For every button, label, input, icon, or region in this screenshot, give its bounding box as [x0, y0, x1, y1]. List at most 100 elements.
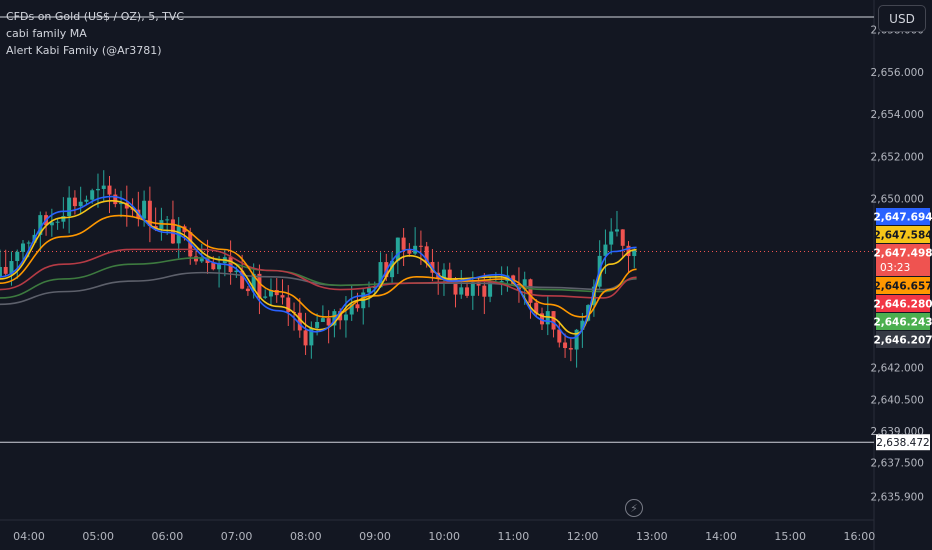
price-tag [876, 295, 930, 312]
candle-body [557, 329, 562, 343]
x-tick-label: 15:00 [774, 530, 806, 543]
candle-body [580, 320, 585, 330]
candle-body [194, 256, 199, 262]
candle-body [303, 330, 308, 346]
price-tag [876, 277, 930, 294]
symbol-title[interactable]: CFDs on Gold (US$ / OZ), 5, TVC [6, 10, 185, 23]
candle-body [274, 289, 279, 296]
candle-body [332, 311, 337, 326]
candle-body [90, 190, 95, 200]
x-tick-label: 16:00 [844, 530, 876, 543]
candle-body [609, 231, 614, 245]
candle-body [465, 287, 470, 296]
price-tag [876, 208, 930, 225]
candle-body [551, 311, 556, 330]
candle-body [320, 318, 325, 322]
candle-body [418, 245, 423, 247]
candle-body [343, 314, 348, 321]
hline-price-tag [876, 434, 930, 451]
candle-body [453, 278, 458, 295]
price-tag-label: 2,647.498 [873, 248, 932, 260]
candle-body [78, 201, 83, 207]
candle-body [620, 229, 625, 246]
candle-body [372, 287, 377, 289]
candle-body [395, 237, 400, 261]
price-tag [876, 313, 930, 330]
candle-body [228, 257, 233, 273]
candle-body [26, 242, 31, 244]
x-tick-label: 14:00 [705, 530, 737, 543]
candle-body [67, 197, 72, 217]
candle-body [499, 281, 504, 283]
candle-body [441, 269, 446, 279]
moving-average-line[interactable] [0, 257, 637, 299]
candle-body [378, 262, 383, 288]
x-tick-label: 09:00 [359, 530, 391, 543]
y-tick-label: 2,654.000 [871, 109, 924, 121]
candle-body [355, 304, 360, 309]
lightning-icon[interactable]: ⚡ [625, 499, 643, 517]
candle-body [563, 342, 568, 349]
countdown-label: 03:23 [880, 262, 910, 274]
moving-average-line[interactable] [0, 248, 637, 299]
x-tick-label: 05:00 [82, 530, 114, 543]
candle-body [424, 246, 429, 262]
candle-body [147, 200, 152, 227]
candle-body [401, 237, 406, 250]
currency-button[interactable]: USD [878, 5, 926, 32]
hline-price-label: 2,638.472 [876, 437, 929, 449]
y-tick-label: 2,640.500 [871, 394, 924, 406]
candle-body [107, 185, 112, 195]
candle-body [3, 266, 8, 274]
chart-legend: CFDs on Gold (US$ / OZ), 5, TVC cabi fam… [6, 8, 184, 59]
y-tick-label: 2,635.900 [871, 492, 924, 504]
candle-body [349, 304, 354, 315]
candle-body [9, 261, 14, 274]
price-tag-label: 2,646.243 [873, 317, 932, 329]
candle-body [534, 302, 539, 314]
candle-body [568, 348, 573, 350]
candle-body [38, 215, 43, 235]
candle-body [603, 244, 608, 256]
candle-body [21, 243, 26, 252]
moving-average-line[interactable] [0, 195, 637, 339]
x-tick-label: 06:00 [152, 530, 184, 543]
candle-body [199, 257, 204, 262]
x-tick-label: 13:00 [636, 530, 668, 543]
candle-body [211, 263, 216, 270]
candle-body [165, 219, 170, 221]
x-tick-label: 11:00 [498, 530, 530, 543]
indicator-label-ma[interactable]: cabi family MA [6, 27, 87, 40]
plot-area[interactable] [0, 0, 874, 520]
candle-body [522, 279, 527, 290]
candle-body [257, 273, 262, 298]
y-tick-label: 2,637.500 [871, 458, 924, 470]
indicator-label-alert[interactable]: Alert Kabi Family (@Ar3781) [6, 44, 162, 57]
candle-body [72, 197, 77, 207]
candle-body [49, 222, 54, 226]
candle-body [245, 288, 250, 292]
candle-body [447, 269, 452, 279]
moving-average-line[interactable] [0, 199, 637, 335]
candle-body [240, 270, 245, 289]
candle-body [528, 279, 533, 303]
candle-body [459, 287, 464, 295]
candle-body [188, 232, 193, 257]
candle-body [113, 194, 118, 205]
candle-body [61, 216, 66, 222]
candle-body [309, 327, 314, 346]
price-tag [876, 331, 930, 348]
candle-body [470, 282, 475, 296]
candle-body [95, 188, 100, 191]
x-tick-label: 08:00 [290, 530, 322, 543]
price-tag-label: 2,646.280 [873, 299, 932, 311]
candle-body [251, 273, 256, 292]
candle-body [234, 270, 239, 273]
price-tag-label: 2,647.584 [873, 230, 932, 242]
candle-body [540, 313, 545, 325]
candle-body [263, 296, 268, 298]
candle-body [84, 199, 89, 202]
candle-body [574, 329, 579, 350]
candle-body [367, 288, 372, 293]
